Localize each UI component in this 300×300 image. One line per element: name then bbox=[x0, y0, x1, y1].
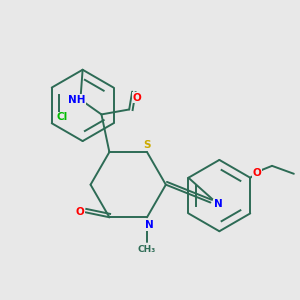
Text: S: S bbox=[143, 140, 151, 150]
Text: N: N bbox=[145, 220, 153, 230]
Text: N: N bbox=[214, 200, 223, 209]
Text: O: O bbox=[75, 207, 84, 217]
Text: CH₃: CH₃ bbox=[138, 245, 156, 254]
Text: O: O bbox=[253, 168, 262, 178]
Text: Cl: Cl bbox=[56, 112, 67, 122]
Text: O: O bbox=[133, 93, 142, 103]
Text: NH: NH bbox=[68, 94, 85, 105]
